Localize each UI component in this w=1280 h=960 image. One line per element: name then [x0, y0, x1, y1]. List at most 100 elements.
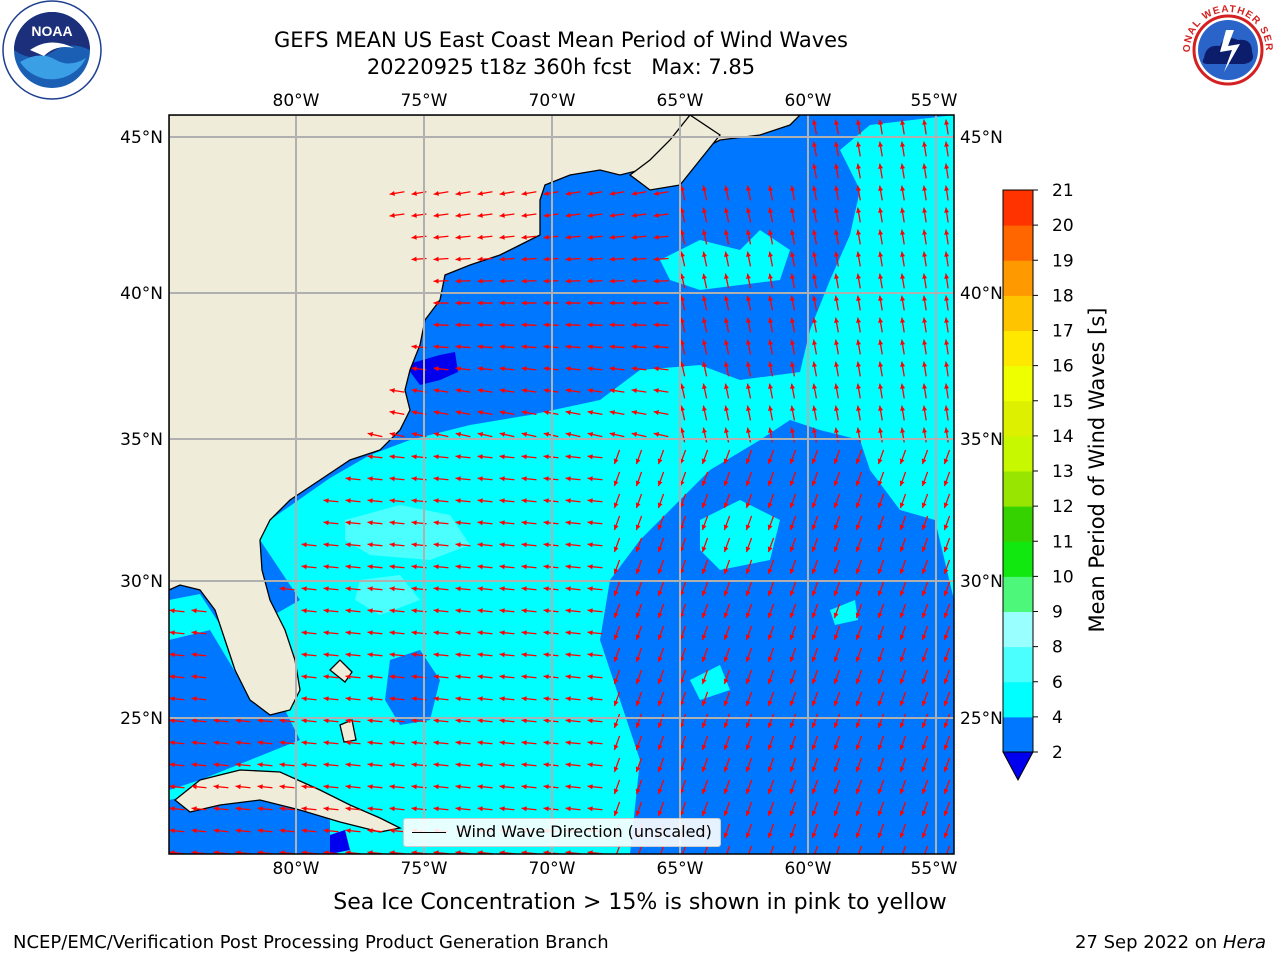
- wind-arrow-head: [257, 784, 263, 790]
- wind-arrow-head: [609, 322, 615, 328]
- wind-arrow-head: [944, 339, 950, 345]
- wind-arrow-head: [613, 766, 619, 773]
- wind-arrow-head: [657, 524, 663, 531]
- period-4-6-patch: [700, 500, 780, 570]
- wind-arrow-head: [213, 740, 219, 746]
- colorbar-tick-label: 8: [1052, 638, 1063, 658]
- wind-arrow-head: [943, 568, 949, 575]
- wind-arrow-head: [789, 656, 795, 663]
- colorbar-segment: [1003, 365, 1033, 402]
- wind-arrow-head: [543, 366, 549, 372]
- nova-scotia-land: [628, 115, 721, 191]
- wind-arrow-head: [723, 634, 729, 641]
- wind-arrow-head: [499, 300, 505, 306]
- wind-arrow-head: [411, 850, 417, 854]
- wind-arrow-head: [301, 718, 307, 724]
- wind-arrow-head: [521, 498, 527, 504]
- wind-arrow-head: [812, 383, 817, 390]
- wind-arrow-head: [635, 524, 641, 531]
- wind-arrow-head: [389, 630, 395, 636]
- lat-label: 25°N: [960, 709, 1003, 729]
- wind-arrow-head: [609, 432, 616, 437]
- wind-arrow-head: [521, 850, 527, 854]
- wind-arrow-head: [701, 766, 707, 773]
- wind-arrow-head: [367, 696, 373, 702]
- lon-labels-top: 80°W 75°W 70°W 65°W 60°W 55°W: [273, 91, 958, 111]
- lon-label: 70°W: [529, 91, 576, 111]
- wind-arrow-head: [169, 630, 175, 636]
- lon-labels-bottom: 80°W 75°W 70°W 65°W 60°W 55°W: [273, 859, 958, 879]
- wind-arrow-head: [921, 458, 927, 465]
- wind-arrow-head: [834, 273, 840, 279]
- wind-arrow-head: [323, 740, 329, 746]
- colorbar-segment: [1003, 225, 1033, 261]
- lon-label: 55°W: [911, 859, 958, 879]
- wind-arrow-head: [301, 586, 307, 592]
- wind-arrow-head: [680, 427, 685, 434]
- wind-arrow: [791, 845, 797, 854]
- wind-arrow-head: [922, 383, 928, 389]
- wind-arrow-head: [543, 520, 549, 526]
- wind-arrow-head: [345, 806, 351, 812]
- wind-arrow-head: [790, 339, 795, 346]
- wind-arrow-head: [834, 405, 840, 411]
- wind-arrow-head: [767, 634, 773, 641]
- wind-arrow-head: [345, 762, 351, 768]
- wind-arrow-head: [521, 234, 527, 240]
- wind-arrow-head: [768, 361, 773, 368]
- wind-arrow-head: [855, 568, 861, 575]
- wind-arrow-head: [367, 762, 373, 768]
- wind-arrow-head: [411, 806, 417, 812]
- wind-arrow-head: [613, 612, 619, 619]
- wind-arrow-head: [767, 788, 773, 795]
- wind-arrow-head: [433, 674, 439, 680]
- wind-arrow-head: [433, 608, 439, 614]
- wind-arrow-head: [213, 806, 219, 812]
- wind-arrow-head: [389, 828, 395, 834]
- wind-arrow-head: [587, 784, 593, 790]
- wind-arrow-head: [702, 339, 707, 346]
- wind-arrow: [923, 845, 929, 854]
- wind-arrow-head: [900, 295, 906, 301]
- wind-arrow-head: [921, 546, 927, 553]
- wind-arrow-head: [345, 674, 351, 680]
- wind-arrow-head: [455, 498, 461, 504]
- wind-arrow-head: [899, 546, 905, 553]
- wind-arrow-head: [433, 432, 440, 437]
- wind-arrow-head: [477, 410, 483, 416]
- wind-arrow-head: [455, 586, 461, 592]
- wind-arrow-head: [521, 652, 527, 658]
- wind-arrow-head: [433, 278, 439, 284]
- wind-arrow-head: [877, 810, 883, 817]
- wind-arrow-head: [724, 405, 729, 412]
- wind-arrow-head: [856, 141, 862, 147]
- wind-arrow-head: [543, 190, 549, 196]
- wind-arrow-head: [701, 524, 707, 531]
- wind-arrow-head: [367, 674, 373, 680]
- wind-arrow-head: [323, 674, 329, 680]
- wind-arrow-head: [499, 366, 505, 372]
- wind-arrow-head: [191, 696, 197, 702]
- wind-arrow-head: [389, 740, 395, 746]
- wind-arrow-head: [301, 652, 307, 658]
- period-4-6-patch: [690, 665, 730, 700]
- wind-arrow-head: [746, 339, 751, 346]
- wind-arrow-head: [723, 590, 729, 597]
- colorbar-tick-label: 18: [1052, 286, 1074, 306]
- wind-arrow-head: [790, 229, 795, 236]
- wind-arrow-head: [723, 502, 729, 509]
- wind-arrow-head: [790, 273, 795, 280]
- wind-arrow-head: [855, 524, 861, 531]
- wind-arrow-head: [521, 278, 527, 284]
- wind-arrow-head: [745, 502, 751, 509]
- wind-arrow-head: [499, 718, 505, 724]
- wind-arrow-head: [367, 542, 373, 548]
- wind-arrow-head: [635, 810, 641, 817]
- wind-arrow-head: [790, 251, 795, 258]
- wind-arrow-head: [389, 762, 395, 768]
- wind-arrow: [681, 845, 687, 854]
- lon-label: 80°W: [273, 859, 320, 879]
- wind-arrow-head: [856, 185, 862, 191]
- wind-arrow-head: [790, 207, 795, 214]
- wind-arrow-head: [878, 163, 884, 169]
